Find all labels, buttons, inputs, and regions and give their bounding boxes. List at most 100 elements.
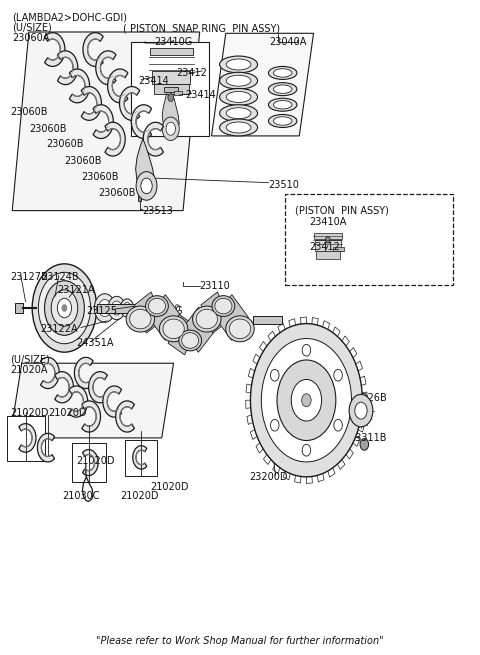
Text: (U/SIZE): (U/SIZE)	[12, 22, 52, 33]
Polygon shape	[12, 32, 200, 211]
Text: 23125: 23125	[86, 306, 117, 316]
Polygon shape	[37, 434, 55, 462]
Text: 23060B: 23060B	[98, 188, 136, 198]
Bar	[7, 417, 45, 460]
Text: 21020D: 21020D	[150, 481, 188, 492]
Ellipse shape	[219, 119, 258, 136]
Circle shape	[38, 272, 91, 344]
Polygon shape	[313, 233, 342, 239]
Polygon shape	[150, 48, 192, 55]
Bar	[174, 91, 182, 95]
Ellipse shape	[219, 56, 258, 73]
Bar	[14, 303, 23, 312]
Circle shape	[261, 339, 351, 462]
Circle shape	[123, 303, 131, 314]
Circle shape	[271, 369, 279, 381]
Text: (PISTON  PIN ASSY): (PISTON PIN ASSY)	[295, 206, 388, 215]
Circle shape	[360, 439, 369, 450]
Bar	[138, 188, 141, 201]
Circle shape	[57, 298, 72, 318]
Text: 21020D: 21020D	[48, 408, 86, 419]
Ellipse shape	[219, 72, 258, 89]
Circle shape	[51, 290, 78, 326]
Text: 23060B: 23060B	[81, 172, 119, 182]
Ellipse shape	[215, 298, 232, 314]
Ellipse shape	[212, 295, 235, 316]
Polygon shape	[201, 292, 229, 333]
Text: 21020D: 21020D	[10, 408, 48, 419]
Circle shape	[32, 264, 96, 352]
Polygon shape	[162, 94, 179, 129]
Polygon shape	[103, 386, 121, 417]
Polygon shape	[116, 401, 134, 432]
Polygon shape	[168, 314, 196, 355]
Ellipse shape	[226, 107, 251, 119]
Polygon shape	[132, 105, 152, 138]
Text: 23060B: 23060B	[64, 156, 102, 166]
Ellipse shape	[159, 316, 188, 342]
Text: 21020D: 21020D	[76, 456, 115, 466]
Circle shape	[108, 296, 125, 320]
Polygon shape	[133, 445, 147, 469]
Text: "Please refer to Work Shop Manual for further information": "Please refer to Work Shop Manual for fu…	[96, 635, 384, 646]
Text: 1601DG: 1601DG	[144, 306, 184, 316]
Ellipse shape	[226, 122, 251, 133]
Text: 23412: 23412	[309, 242, 340, 252]
Text: 23414: 23414	[185, 90, 216, 100]
Ellipse shape	[219, 105, 258, 122]
Circle shape	[132, 306, 139, 316]
Text: 23060B: 23060B	[29, 124, 66, 134]
Ellipse shape	[196, 309, 217, 329]
Polygon shape	[55, 371, 73, 403]
Polygon shape	[69, 69, 90, 103]
Ellipse shape	[179, 330, 202, 351]
Text: 23060B: 23060B	[10, 107, 48, 117]
Bar	[72, 443, 106, 482]
Text: 23311B: 23311B	[349, 433, 386, 443]
Polygon shape	[82, 401, 100, 432]
Text: 23226B: 23226B	[349, 392, 387, 403]
Circle shape	[334, 369, 342, 381]
Polygon shape	[134, 292, 163, 333]
Ellipse shape	[226, 92, 251, 102]
Text: 23060B: 23060B	[47, 140, 84, 149]
Text: 23110: 23110	[200, 281, 230, 291]
Ellipse shape	[268, 83, 297, 96]
Ellipse shape	[126, 306, 155, 332]
Circle shape	[334, 419, 342, 431]
Text: 21121A: 21121A	[266, 347, 303, 357]
Text: 23060A: 23060A	[12, 33, 49, 43]
Circle shape	[291, 379, 322, 421]
Bar	[333, 247, 344, 251]
Ellipse shape	[229, 319, 251, 339]
Circle shape	[95, 293, 115, 322]
Polygon shape	[96, 51, 116, 84]
Text: 23412: 23412	[176, 68, 207, 78]
Polygon shape	[182, 307, 215, 352]
Ellipse shape	[274, 69, 292, 77]
Polygon shape	[315, 240, 341, 251]
Ellipse shape	[181, 333, 199, 348]
Circle shape	[271, 419, 279, 431]
Text: 21020A: 21020A	[10, 365, 48, 375]
Ellipse shape	[274, 85, 292, 94]
Ellipse shape	[268, 115, 297, 128]
Polygon shape	[152, 71, 190, 84]
Circle shape	[98, 299, 111, 316]
Ellipse shape	[145, 295, 168, 316]
Bar	[131, 42, 209, 136]
Text: 23410G: 23410G	[155, 37, 192, 47]
Polygon shape	[108, 69, 128, 103]
Circle shape	[325, 236, 330, 243]
Text: 23040A: 23040A	[269, 37, 306, 47]
Circle shape	[136, 172, 157, 200]
Text: 23122A: 23122A	[41, 324, 78, 334]
Text: 24351A: 24351A	[76, 338, 114, 348]
Bar	[285, 195, 454, 286]
Polygon shape	[81, 86, 101, 121]
Polygon shape	[120, 86, 140, 121]
Circle shape	[120, 299, 134, 317]
Text: (LAMBDA2>DOHC-GDI): (LAMBDA2>DOHC-GDI)	[12, 12, 127, 22]
Text: 23513: 23513	[143, 206, 174, 215]
Polygon shape	[215, 295, 248, 341]
